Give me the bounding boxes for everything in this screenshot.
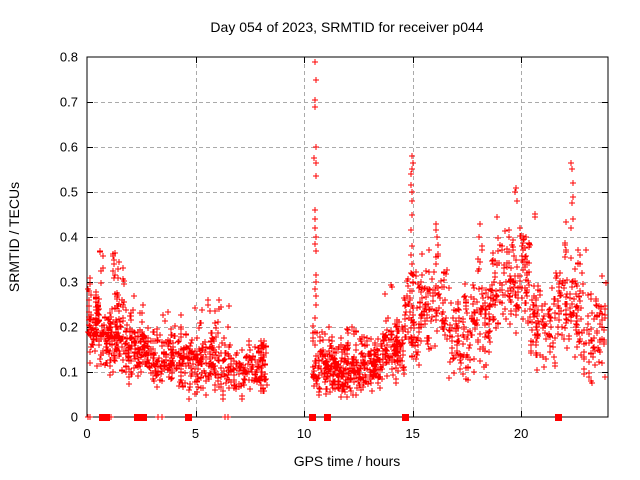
x-tick-label: 15 [405,426,419,441]
x-tick-label: 0 [83,426,90,441]
grid-layer [87,57,608,417]
y-axis-label: SRMTID / TECUs [6,182,22,292]
zero-square-marker [324,414,331,421]
zero-square-marker [134,414,141,421]
plot-frame [86,56,609,418]
y-tick-label: 0.1 [60,365,78,380]
data-point-crosses [85,59,609,420]
x-tick-label: 10 [297,426,311,441]
y-tick-label: 0.3 [60,275,78,290]
y-tick-label: 0.6 [60,140,78,155]
zero-square-marker [185,414,192,421]
y-tick-label: 0 [71,410,78,425]
label-layer: Day 054 of 2023, SRMTID for receiver p04… [6,19,484,469]
zero-square-marker [140,414,147,421]
chart-title: Day 054 of 2023, SRMTID for receiver p04… [210,19,483,35]
y-tick-label: 0.7 [60,95,78,110]
tick-layer: 0 0.1 0.2 0.3 0.4 0.5 0.6 0.7 0.8 0 5 10 15 20 [60,50,608,441]
scatter-points [85,59,609,421]
zero-square-marker [309,414,316,421]
y-tick-label: 0.4 [60,230,78,245]
x-axis-label: GPS time / hours [294,453,401,469]
x-tick-label: 5 [192,426,199,441]
y-tick-label: 0.8 [60,50,78,65]
zero-square-marker [555,414,562,421]
zero-square-marker [99,414,106,421]
zero-square-marker [103,414,110,421]
zero-square-marker [402,414,409,421]
y-tick-label: 0.5 [60,185,78,200]
y-tick-label: 0.2 [60,320,78,335]
x-tick-label: 20 [514,426,528,441]
